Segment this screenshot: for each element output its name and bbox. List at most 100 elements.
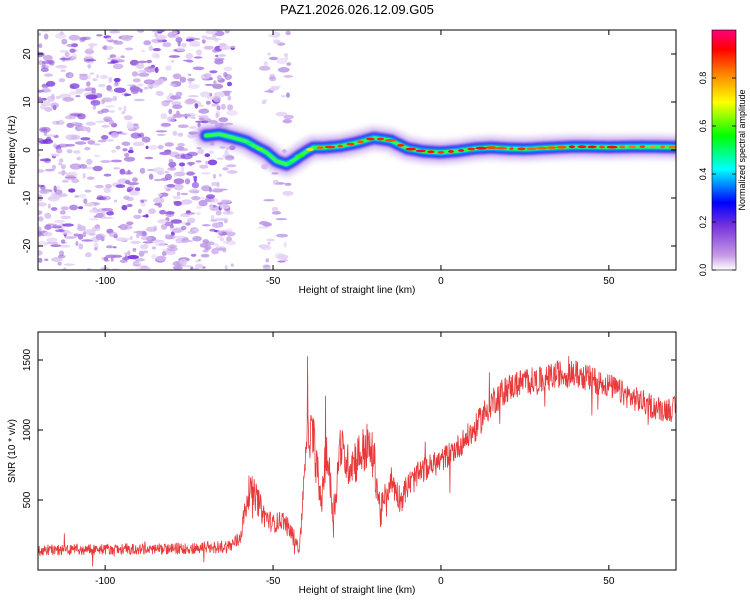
spectrogram-noise-blob — [60, 215, 71, 220]
spectrogram-noise-blob — [85, 121, 96, 126]
spectrogram-noise-blob — [133, 98, 145, 102]
spectrogram-noise-blob — [224, 264, 228, 270]
colorbar-tick-label: 0.2 — [698, 216, 708, 229]
spectrogram-noise-blob — [140, 199, 145, 204]
spectrogram-noise-blob — [38, 99, 44, 101]
spectrogram-noise-blob — [129, 235, 133, 240]
spectrogram-noise-blob — [109, 30, 121, 34]
spectrogram-noise-blob — [191, 181, 199, 189]
spectrogram-noise-blob — [58, 78, 66, 83]
spectrogram-noise-blob — [146, 168, 155, 172]
spectrogram-noise-blob — [74, 141, 87, 145]
spectrogram-noise-blob — [213, 80, 217, 86]
spectrogram-noise-blob — [207, 159, 218, 166]
spectrogram-noise-blob — [62, 223, 74, 227]
spectrogram-noise-blob — [118, 131, 123, 134]
spectrogram-noise-blob — [86, 158, 93, 165]
spectrogram-noise-blob — [90, 99, 101, 106]
spectrogram-noise-blob — [195, 212, 201, 215]
spectrogram-noise-blob — [174, 171, 186, 177]
spectrogram-noise-blob — [202, 239, 209, 244]
spectrogram-noise-blob — [53, 143, 57, 148]
spectrogram-noise-blob — [40, 67, 49, 72]
spectrogram-noise-blob — [166, 184, 176, 188]
ridge-hotspot — [437, 151, 445, 154]
spectrogram-noise-blob — [119, 133, 128, 135]
spectrogram-noise-blob — [50, 207, 58, 211]
spectrogram-noise-blob — [262, 99, 268, 102]
spectrogram-noise-blob — [87, 74, 91, 80]
spectrogram-noise-blob — [40, 30, 50, 33]
spectrogram-noise-blob — [44, 73, 53, 77]
spectrogram-noise-blob — [141, 136, 151, 143]
spectrogram-noise-blob — [277, 260, 286, 263]
spectrogram-noise-blob — [125, 47, 134, 51]
spectrogram-noise-blob — [68, 73, 73, 78]
spectrogram-noise-blob — [76, 156, 81, 161]
ridge-hotspot — [405, 147, 417, 151]
spectrogram-noise-blob — [226, 240, 236, 246]
spectrogram-noise-blob — [101, 45, 114, 51]
spectrogram-noise-blob — [283, 75, 294, 78]
spectrogram-y-tick-label: -20 — [22, 238, 33, 253]
spectrogram-noise-blob — [78, 206, 84, 210]
spectrogram-noise-blob — [39, 126, 51, 133]
spectrogram-noise-blob — [124, 93, 132, 97]
spectrogram-noise-blob — [166, 246, 179, 252]
spectrogram-noise-blob — [170, 95, 182, 100]
ridge-hotspot — [295, 154, 305, 158]
spectrogram-noise-blob — [38, 241, 48, 247]
spectrogram-noise-blob — [223, 66, 233, 72]
spectrogram-noise-blob — [285, 30, 291, 36]
spectrogram-noise-blob — [140, 236, 153, 241]
spectrogram-noise-blob — [70, 134, 81, 140]
spectrogram-noise-blob — [41, 60, 54, 65]
spectrogram-noise-blob — [133, 231, 143, 234]
spectrogram-noise-blob — [58, 162, 63, 166]
spectrogram-noise-blob — [51, 257, 63, 262]
spectrogram-noise-blob — [185, 52, 194, 60]
spectrogram-noise-blob — [222, 211, 234, 215]
spectrogram-noise-blob — [109, 89, 114, 93]
spectrogram-y-label: Frequency (Hz) — [7, 116, 18, 185]
ridge-hotspot — [448, 150, 454, 153]
spectrogram-noise-blob — [59, 158, 64, 163]
spectrogram-noise-blob — [55, 229, 65, 233]
spectrogram-noise-blob — [175, 241, 182, 244]
spectrogram-noise-blob — [197, 259, 201, 262]
spectrogram-noise-blob — [75, 241, 79, 247]
spectrogram-noise-blob — [108, 110, 115, 113]
spectrogram-noise-blob — [263, 61, 269, 66]
spectrogram-noise-blob — [63, 263, 75, 266]
spectrogram-noise-blob — [271, 31, 281, 38]
spectrogram-noise-blob — [220, 199, 228, 204]
spectrogram-noise-blob — [192, 66, 205, 71]
spectrogram-noise-blob — [124, 152, 130, 158]
spectrogram-noise-blob — [119, 223, 128, 231]
snr-x-tick-label: 50 — [603, 576, 615, 587]
spectrogram-noise-blob — [101, 124, 110, 128]
snr-x-tick-label: 0 — [438, 576, 444, 587]
spectrogram-noise-blob — [92, 143, 101, 146]
snr-y-tick-label: 500 — [22, 491, 33, 508]
spectrogram-noise-blob — [91, 87, 97, 94]
spectrogram-noise-blob — [211, 38, 222, 41]
ridge-hotspot — [485, 146, 497, 150]
spectrogram-noise-blob — [215, 54, 219, 58]
spectrogram-noise-blob — [211, 181, 219, 187]
spectrogram-noise-blob — [84, 48, 94, 55]
spectrogram-noise-blob — [80, 137, 91, 141]
spectrogram-noise-blob — [121, 204, 128, 211]
spectrogram-noise-blob — [141, 49, 145, 53]
snr-y-ticks: 500 1000 1500 — [22, 348, 676, 508]
spectrogram-noise-blob — [132, 141, 145, 147]
spectrogram-noise-blob — [167, 34, 180, 39]
snr-x-label: Height of straight line (km) — [299, 585, 416, 596]
spectrogram-noise-blob — [172, 73, 182, 80]
spectrogram-noise-blob — [135, 62, 145, 69]
spectrogram-noise-blob — [286, 92, 290, 98]
spectrogram-noise-blob — [59, 244, 71, 248]
spectrogram-noise-blob — [179, 201, 190, 205]
spectrogram-noise-blob — [120, 55, 125, 58]
spectrogram-noise-blob — [147, 84, 160, 88]
